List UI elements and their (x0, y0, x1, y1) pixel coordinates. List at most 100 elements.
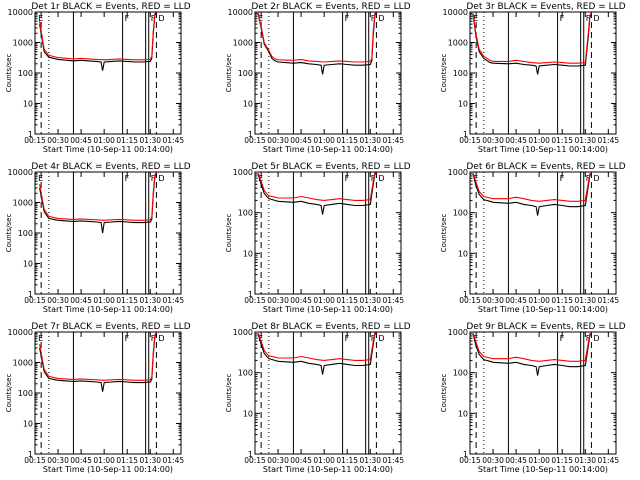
x-tick-label: 00:15 (459, 296, 481, 305)
x-tick-label: 00:30 (267, 296, 289, 305)
y-tick-label: 10 (23, 260, 33, 269)
y-tick-label: 1000 (233, 328, 253, 337)
x-tick-label: 01:00 (93, 136, 115, 145)
x-tick-label: 01:30 (359, 456, 381, 465)
y-tick-label: 10 (243, 100, 253, 109)
y-axis-title: Counts/sec (225, 54, 233, 93)
y-tick-label: 1000 (448, 168, 468, 177)
x-axis-title: Start Time (10-Sep-11 00:14:00) (478, 305, 608, 314)
vertical-marker-label: F (345, 334, 350, 343)
x-tick-label: 01:00 (93, 456, 115, 465)
start-marker-label: E (473, 174, 478, 183)
x-tick-label: 01:15 (116, 136, 138, 145)
x-tick-label: 00:45 (70, 456, 92, 465)
events-series-line (472, 333, 592, 376)
vertical-marker-label: F (371, 14, 376, 23)
chart-title: Det 2r BLACK = Events, RED = LLD (251, 2, 410, 12)
x-tick-label: 00:30 (267, 136, 289, 145)
events-series-line (257, 332, 377, 375)
x-tick-label: 00:30 (47, 296, 69, 305)
plot-frame (34, 331, 182, 455)
x-tick-label: 00:45 (505, 136, 527, 145)
y-tick-label: 1 (28, 450, 33, 459)
plot-frame (34, 171, 182, 295)
plot-frame (34, 11, 182, 135)
y-tick-label: 1000 (13, 199, 33, 208)
y-tick-label: 10000 (228, 8, 253, 17)
x-axis-title: Start Time (10-Sep-11 00:14:00) (478, 465, 608, 474)
x-axis-title: Start Time (10-Sep-11 00:14:00) (263, 465, 393, 474)
x-axis-title: Start Time (10-Sep-11 00:14:00) (43, 145, 173, 154)
y-tick-label: 1 (248, 130, 253, 139)
x-tick-label: 00:15 (244, 136, 266, 145)
x-tick-label: 00:45 (290, 456, 312, 465)
x-tick-label: 01:00 (528, 296, 550, 305)
vertical-marker-label: D (593, 334, 599, 343)
vertical-marker-label: F (560, 174, 565, 183)
start-marker-label: E (38, 174, 43, 183)
x-tick-label: 00:15 (459, 456, 481, 465)
vertical-marker-label: F (371, 334, 376, 343)
plot-frame (469, 331, 617, 455)
chart-title: Det 9r BLACK = Events, RED = LLD (466, 322, 625, 332)
vertical-marker-label: F (151, 334, 156, 343)
y-tick-label: 100 (18, 229, 33, 238)
x-tick-label: 00:30 (267, 456, 289, 465)
x-tick-label: 00:45 (290, 136, 312, 145)
vertical-marker-label: D (378, 174, 384, 183)
x-tick-label: 00:30 (482, 296, 504, 305)
x-tick-label: 01:15 (551, 136, 573, 145)
start-marker-label: E (258, 14, 263, 23)
x-tick-label: 00:30 (482, 456, 504, 465)
x-tick-label: 01:45 (383, 136, 405, 145)
vertical-marker-label: F (371, 174, 376, 183)
lld-series-line (472, 332, 592, 362)
x-tick-label: 01:45 (163, 456, 185, 465)
lld-series-line (257, 171, 377, 201)
x-tick-label: 01:45 (163, 296, 185, 305)
x-tick-label: 01:30 (359, 136, 381, 145)
x-tick-label: 01:00 (313, 296, 335, 305)
y-tick-label: 10 (23, 420, 33, 429)
vertical-marker-label: F (345, 14, 350, 23)
y-tick-label: 10 (243, 409, 253, 418)
x-tick-label: 01:15 (116, 296, 138, 305)
y-axis-title: Counts/sec (5, 374, 13, 413)
y-axis-title: Counts/sec (5, 54, 13, 93)
vertical-marker-label: F (151, 14, 156, 23)
x-tick-label: 00:15 (244, 296, 266, 305)
lld-series-line (257, 11, 377, 63)
vertical-marker-label: D (158, 334, 164, 343)
y-tick-label: 1 (463, 130, 468, 139)
y-tick-label: 10000 (8, 168, 33, 177)
x-tick-label: 01:15 (336, 296, 358, 305)
vertical-marker-label: D (593, 174, 599, 183)
y-tick-label: 100 (453, 209, 468, 218)
x-tick-label: 01:30 (139, 456, 161, 465)
x-tick-label: 01:45 (598, 296, 620, 305)
y-tick-label: 100 (453, 369, 468, 378)
y-tick-label: 10000 (443, 8, 468, 17)
vertical-marker-label: F (125, 174, 130, 183)
x-tick-label: 01:00 (528, 456, 550, 465)
x-tick-label: 01:30 (139, 296, 161, 305)
lld-series-line (472, 172, 592, 202)
chart-title: Det 3r BLACK = Events, RED = LLD (466, 2, 625, 12)
x-tick-label: 01:30 (139, 136, 161, 145)
vertical-marker-label: F (345, 174, 350, 183)
lld-series-line (472, 12, 592, 64)
x-tick-label: 00:15 (24, 136, 46, 145)
vertical-marker-label: D (378, 14, 384, 23)
y-tick-label: 1000 (448, 328, 468, 337)
y-tick-label: 10 (23, 100, 33, 109)
y-tick-label: 100 (18, 389, 33, 398)
x-tick-label: 01:00 (528, 136, 550, 145)
x-tick-label: 01:00 (313, 136, 335, 145)
y-tick-label: 1000 (233, 39, 253, 48)
events-series-line (39, 333, 157, 392)
